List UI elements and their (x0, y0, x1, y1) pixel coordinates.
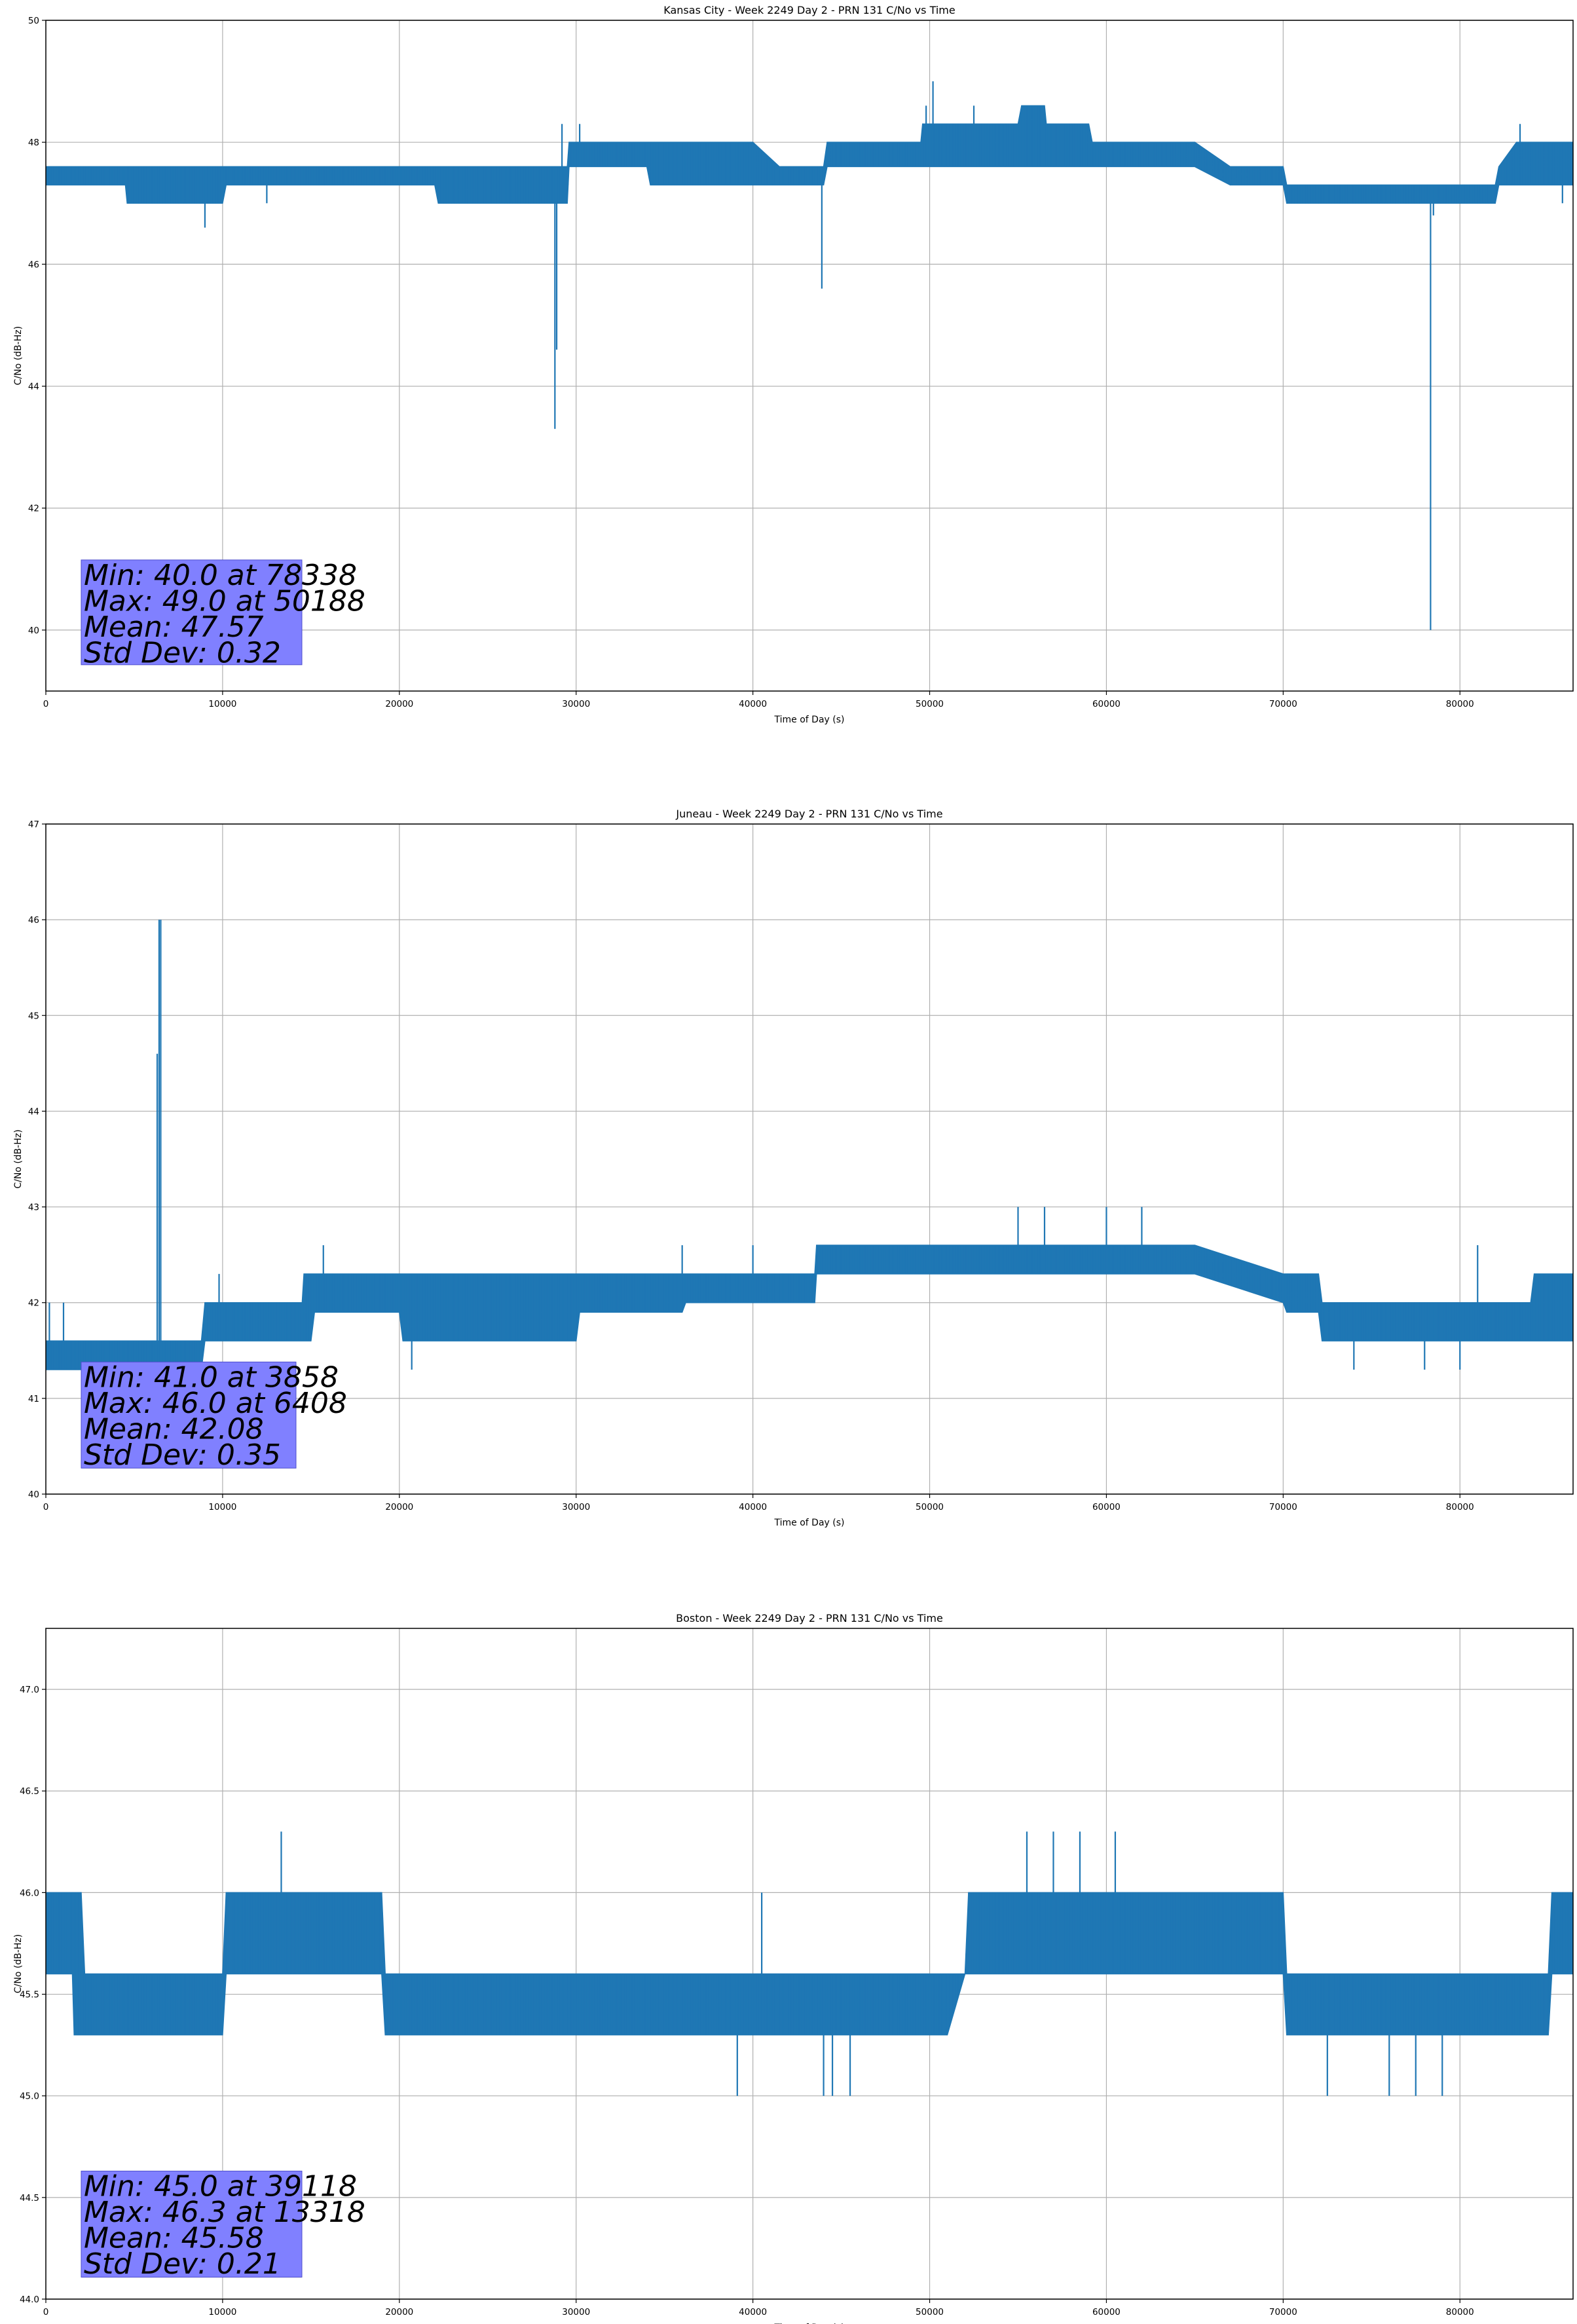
y-axis-label: C/No (dB-Hz) (13, 1129, 24, 1188)
x-tick-label: 10000 (208, 2307, 236, 2317)
stats-line: Std Dev: 0.35 (84, 1438, 281, 1472)
stats-line: Mean: 42.08 (84, 1412, 264, 1446)
x-tick-label: 50000 (916, 1502, 944, 1512)
x-tick-label: 30000 (562, 2307, 590, 2317)
x-tick-label: 40000 (739, 2307, 767, 2317)
y-tick-label: 46.0 (20, 1888, 39, 1898)
y-tick-label: 44.5 (20, 2193, 39, 2203)
x-tick-label: 0 (43, 1502, 49, 1512)
y-tick-label: 46.5 (20, 1786, 39, 1797)
y-axis-label: C/No (dB-Hz) (13, 1934, 24, 1993)
y-tick-label: 43 (28, 1203, 39, 1213)
x-tick-label: 20000 (385, 1502, 413, 1512)
y-tick-label: 42 (28, 504, 39, 514)
data-series (46, 1831, 1573, 2096)
plot-area (46, 824, 1573, 1494)
stats-box (81, 559, 303, 665)
x-tick-label: 0 (43, 699, 49, 709)
y-tick-label: 40 (28, 626, 39, 636)
chart-title: Juneau - Week 2249 Day 2 - PRN 131 C/No … (675, 808, 942, 820)
x-tick-label: 80000 (1446, 699, 1474, 709)
x-tick-label: 20000 (385, 2307, 413, 2317)
stats-box (81, 2171, 303, 2278)
x-tick-label: 80000 (1446, 2307, 1474, 2317)
stats-box (81, 1361, 297, 1469)
x-tick-label: 80000 (1446, 1502, 1474, 1512)
x-axis-label: Time of Day (s) (774, 1518, 845, 1528)
chart-panel-2: 0 10000 20000 30000 40000 50000 60000 70000 8000… (13, 1612, 1574, 2324)
signal-trace (46, 1892, 1573, 2035)
x-axis-label: Time of Day (s) (774, 715, 845, 725)
x-tick-label: 30000 (562, 699, 590, 709)
y-tick-label: 45.0 (20, 2091, 39, 2102)
stats-line: Max: 49.0 at 50188 (84, 584, 365, 618)
y-tick-label: 45.5 (20, 1990, 39, 2000)
y-tick-label: 40 (28, 1490, 39, 1500)
y-tick-label: 42 (28, 1298, 39, 1309)
x-tick-label: 60000 (1092, 1502, 1121, 1512)
y-tick-label: 47 (28, 819, 39, 830)
x-tick-label: 0 (43, 2307, 49, 2317)
signal-trace (46, 1245, 1573, 1370)
y-tick-label: 50 (28, 16, 39, 26)
stats-line: Std Dev: 0.32 (84, 636, 281, 669)
y-tick-label: 48 (28, 138, 39, 148)
y-tick-label: 44 (28, 382, 39, 392)
x-tick-label: 60000 (1092, 2307, 1121, 2317)
y-tick-label: 46 (28, 259, 39, 270)
x-tick-label: 40000 (739, 699, 767, 709)
y-axis-label: C/No (dB-Hz) (13, 326, 24, 385)
stats-line: Min: 45.0 at 39118 (84, 2170, 357, 2203)
x-tick-label: 60000 (1092, 699, 1121, 709)
stats-line: Max: 46.0 at 6408 (84, 1387, 347, 1420)
axes-frame (45, 20, 1574, 692)
x-tick-label: 30000 (562, 1502, 590, 1512)
data-series (46, 920, 1573, 1398)
stats-line: Min: 41.0 at 3858 (84, 1360, 339, 1394)
chart-title: Boston - Week 2249 Day 2 - PRN 131 C/No … (676, 1612, 943, 1624)
y-tick-label: 44.0 (20, 2295, 39, 2305)
signal-trace (46, 105, 1573, 204)
y-tick-label: 45 (28, 1011, 39, 1021)
x-axis-label: Time of Day (s) (774, 2323, 845, 2324)
chart-panel-1: 0 10000 20000 30000 40000 50000 60000 70000 8000… (13, 808, 1574, 1528)
stats-line: Mean: 47.57 (84, 610, 264, 644)
x-tick-label: 70000 (1269, 2307, 1297, 2317)
stats-line: Min: 40.0 at 78338 (84, 559, 357, 592)
stats-line: Mean: 45.58 (84, 2222, 264, 2255)
stats-line: Max: 46.3 at 13318 (84, 2196, 365, 2229)
x-tick-label: 50000 (916, 699, 944, 709)
y-tick-label: 46 (28, 915, 39, 926)
x-tick-label: 70000 (1269, 1502, 1297, 1512)
chart-panel-0: 0 10000 20000 30000 40000 50000 60000 70000 8000… (13, 4, 1574, 725)
stats-line: Std Dev: 0.21 (84, 2247, 281, 2281)
axes-frame (45, 823, 1574, 1495)
y-tick-label: 41 (28, 1394, 39, 1404)
x-tick-label: 20000 (385, 699, 413, 709)
y-tick-label: 47.0 (20, 1685, 39, 1695)
y-tick-label: 44 (28, 1106, 39, 1117)
x-tick-label: 40000 (739, 1502, 767, 1512)
x-tick-label: 50000 (916, 2307, 944, 2317)
x-tick-label: 10000 (208, 699, 236, 709)
axes-frame (45, 1628, 1574, 2300)
x-tick-label: 10000 (208, 1502, 236, 1512)
data-series (46, 81, 1573, 630)
x-tick-label: 70000 (1269, 699, 1297, 709)
chart-title: Kansas City - Week 2249 Day 2 - PRN 131 … (663, 4, 955, 16)
